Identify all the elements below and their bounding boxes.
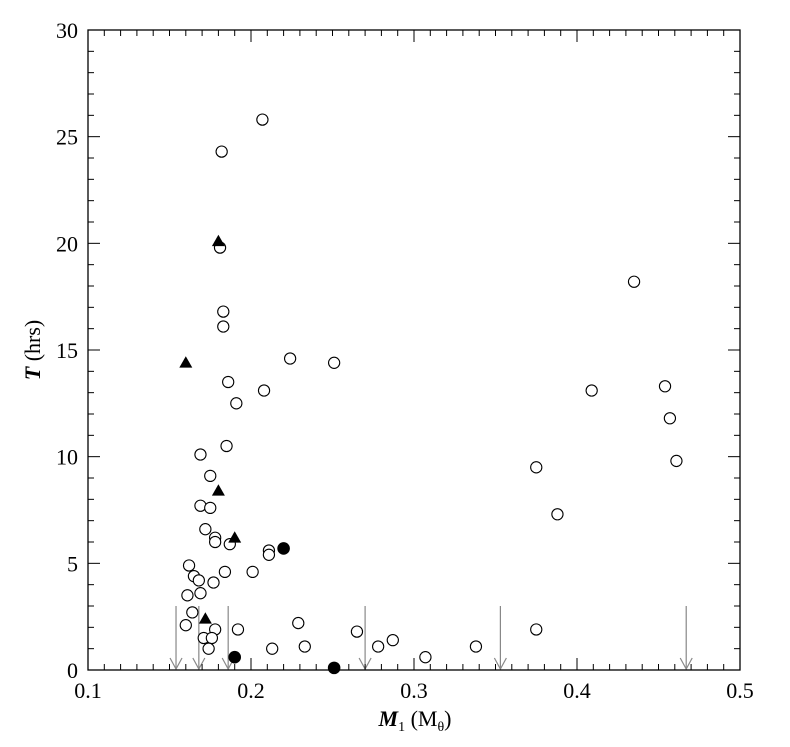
upper-limit-arrow — [169, 606, 183, 671]
filled-triangle-point — [198, 612, 212, 624]
data-points — [179, 113, 683, 675]
open-circle-point — [371, 640, 385, 653]
open-circle-point — [386, 633, 399, 647]
open-circle-point — [231, 623, 245, 636]
open-circle-point — [551, 508, 564, 521]
plot-border — [87, 29, 741, 671]
open-circle-point — [199, 523, 212, 536]
open-circle-point — [182, 559, 196, 572]
x-tick-label: 0.3 — [400, 678, 428, 703]
open-circle-point — [298, 640, 311, 653]
upper-limit-arrow — [679, 606, 693, 671]
upper-limit-arrow — [493, 606, 507, 671]
open-circle-point — [218, 565, 232, 579]
open-circle-point — [202, 642, 215, 655]
y-axis-symbol: T — [20, 365, 45, 380]
open-circle-point — [292, 616, 305, 630]
filled-circle-point — [327, 661, 341, 675]
filled-circle-point — [277, 542, 290, 555]
plot-frame — [87, 29, 741, 671]
tick-labels: 0.1 0.2 0.3 0.4 0.5 0 5 10 15 20 25 30 — [56, 18, 754, 703]
open-circle-point — [663, 412, 677, 425]
y-tick-label: 30 — [56, 18, 78, 43]
open-circle-point — [207, 576, 220, 589]
x-tick-label: 0.2 — [237, 678, 265, 703]
open-circle-point — [192, 574, 205, 587]
open-circle-point — [585, 384, 598, 397]
open-circle-point — [220, 439, 233, 453]
open-circle-point — [215, 145, 228, 158]
open-circle-point — [658, 380, 672, 393]
y-tick-label: 25 — [56, 125, 78, 150]
open-circle-point — [181, 589, 194, 602]
y-axis-title: T (hrs) — [20, 320, 45, 381]
open-circle-point — [205, 631, 219, 645]
y-tick-label: 20 — [56, 231, 78, 256]
open-circle-point — [208, 535, 222, 549]
open-circle-point — [262, 548, 276, 561]
open-circle-point — [327, 356, 341, 369]
filled-triangle-point — [179, 356, 193, 368]
y-tick-label: 15 — [56, 338, 78, 363]
filled-circle-point — [228, 650, 241, 664]
open-circle-point — [204, 469, 217, 483]
x-axis-subscript: 1 — [398, 720, 405, 735]
y-tick-label: 5 — [67, 551, 78, 576]
open-circle-point — [217, 305, 230, 318]
upper-limit-arrows — [169, 606, 693, 671]
open-circle-point — [469, 640, 483, 653]
axis-ticks — [87, 29, 741, 671]
open-circle-point — [350, 625, 364, 638]
open-circle-point — [194, 448, 207, 461]
filled-triangle-point — [228, 531, 242, 543]
open-circle-point — [204, 501, 217, 515]
open-circle-point — [283, 352, 297, 365]
x-tick-label: 0.5 — [726, 678, 754, 703]
open-circle-point — [670, 454, 683, 468]
filled-triangle-point — [211, 484, 225, 496]
y-tick-label: 10 — [56, 445, 78, 470]
open-circle-point — [419, 651, 432, 664]
filled-triangle-point — [211, 234, 225, 247]
x-axis-unit: (M — [405, 706, 437, 731]
x-axis-symbol: M — [378, 706, 400, 731]
open-circle-point — [186, 606, 199, 619]
upper-limit-arrow — [358, 606, 372, 671]
open-circle-point — [222, 375, 235, 389]
open-circle-point — [257, 384, 271, 397]
y-tick-label: 0 — [67, 658, 78, 683]
x-axis-title: M1 (Mθ) — [378, 706, 452, 735]
open-circle-point — [530, 461, 543, 474]
open-circle-point — [530, 623, 543, 636]
x-axis-unit-subscript: θ — [437, 720, 444, 735]
open-circle-point — [246, 565, 259, 579]
open-circle-point — [256, 113, 269, 126]
y-axis-unit: (hrs) — [20, 320, 45, 367]
open-circle-point — [266, 642, 279, 655]
open-circle-point — [194, 587, 207, 600]
x-axis-unit-close: ) — [444, 706, 451, 731]
x-tick-label: 0.1 — [74, 678, 102, 703]
open-circle-point — [179, 619, 192, 632]
open-circle-point — [217, 320, 230, 333]
open-circle-point — [230, 397, 243, 410]
x-tick-label: 0.4 — [563, 678, 591, 703]
open-circle-point — [627, 275, 641, 288]
